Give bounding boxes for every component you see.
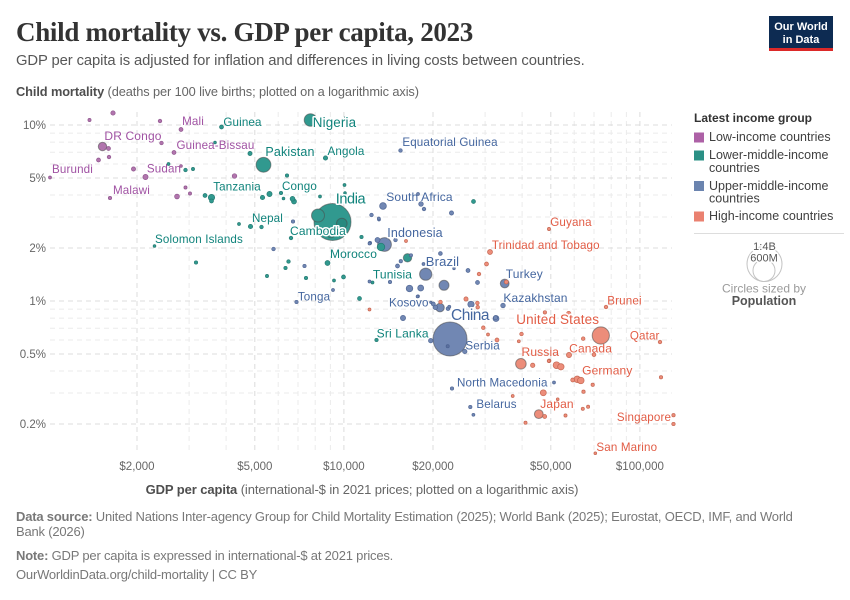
svg-text:Qatar: Qatar bbox=[630, 330, 660, 343]
svg-text:Indonesia: Indonesia bbox=[387, 226, 443, 240]
svg-text:Germany: Germany bbox=[582, 364, 632, 378]
svg-text:Tunisia: Tunisia bbox=[373, 268, 412, 282]
svg-text:Burundi: Burundi bbox=[52, 163, 93, 176]
svg-text:Sudan: Sudan bbox=[147, 163, 181, 176]
svg-text:countries: countries bbox=[709, 161, 760, 175]
svg-text:Mali: Mali bbox=[182, 115, 204, 128]
svg-text:Angola: Angola bbox=[327, 145, 364, 158]
svg-text:Upper-middle-income: Upper-middle-income bbox=[709, 179, 829, 193]
svg-text:India: India bbox=[336, 192, 367, 208]
svg-text:$2,000: $2,000 bbox=[119, 461, 154, 473]
svg-text:Nepal: Nepal bbox=[252, 212, 283, 225]
svg-text:Tonga: Tonga bbox=[298, 291, 331, 304]
svg-text:Cambodia: Cambodia bbox=[290, 224, 346, 238]
svg-text:San Marino: San Marino bbox=[596, 441, 657, 454]
svg-text:Nigeria: Nigeria bbox=[313, 115, 357, 130]
svg-text:10%: 10% bbox=[23, 120, 46, 132]
svg-text:600M: 600M bbox=[750, 253, 778, 265]
svg-text:countries: countries bbox=[709, 192, 760, 206]
svg-text:China: China bbox=[451, 307, 490, 324]
svg-text:Japan: Japan bbox=[540, 397, 573, 411]
svg-text:1:4B: 1:4B bbox=[753, 241, 776, 253]
svg-text:Malawi: Malawi bbox=[113, 184, 150, 197]
svg-text:DR Congo: DR Congo bbox=[104, 129, 161, 143]
svg-text:United States: United States bbox=[516, 312, 599, 327]
svg-text:0.2%: 0.2% bbox=[20, 419, 46, 431]
svg-text:Congo: Congo bbox=[282, 180, 317, 193]
svg-text:Guinea-Bissau: Guinea-Bissau bbox=[177, 139, 255, 152]
svg-text:North Macedonia: North Macedonia bbox=[457, 377, 548, 390]
svg-text:$5,000: $5,000 bbox=[237, 461, 272, 473]
svg-text:$50,000: $50,000 bbox=[530, 461, 572, 473]
svg-text:Equatorial Guinea: Equatorial Guinea bbox=[402, 136, 498, 149]
svg-text:$100,000: $100,000 bbox=[616, 461, 664, 473]
svg-text:0.5%: 0.5% bbox=[20, 349, 46, 361]
svg-text:Kazakhstan: Kazakhstan bbox=[503, 291, 567, 305]
svg-text:Circles sized by: Circles sized by bbox=[722, 282, 806, 296]
svg-text:High-income countries: High-income countries bbox=[709, 209, 833, 223]
svg-text:Low-income countries: Low-income countries bbox=[709, 130, 831, 144]
svg-text:Population: Population bbox=[732, 294, 797, 308]
svg-text:2%: 2% bbox=[29, 243, 46, 255]
svg-text:$10,000: $10,000 bbox=[323, 461, 365, 473]
svg-text:Trinidad and Tobago: Trinidad and Tobago bbox=[492, 239, 600, 252]
svg-text:Canada: Canada bbox=[569, 342, 612, 356]
svg-text:Russia: Russia bbox=[522, 345, 560, 359]
svg-text:Brazil: Brazil bbox=[426, 254, 459, 269]
svg-text:Pakistan: Pakistan bbox=[265, 145, 314, 159]
svg-text:Brunei: Brunei bbox=[607, 295, 641, 308]
svg-text:Sri Lanka: Sri Lanka bbox=[377, 327, 429, 341]
svg-text:South Africa: South Africa bbox=[386, 190, 453, 204]
svg-text:Turkey: Turkey bbox=[506, 267, 543, 281]
svg-text:Tanzania: Tanzania bbox=[213, 181, 261, 194]
svg-text:Guyana: Guyana bbox=[550, 216, 592, 229]
svg-text:Belarus: Belarus bbox=[476, 398, 516, 411]
svg-text:1%: 1% bbox=[29, 296, 46, 308]
svg-text:Guinea: Guinea bbox=[223, 116, 262, 129]
svg-text:$20,000: $20,000 bbox=[412, 461, 454, 473]
svg-text:Morocco: Morocco bbox=[330, 247, 377, 261]
svg-text:Kosovo: Kosovo bbox=[389, 297, 429, 310]
svg-text:Singapore: Singapore bbox=[617, 411, 671, 424]
svg-text:Lower-middle-income: Lower-middle-income bbox=[709, 148, 829, 162]
svg-text:5%: 5% bbox=[29, 173, 46, 185]
svg-text:Serbia: Serbia bbox=[465, 340, 500, 353]
svg-text:GDP per capita (international-: GDP per capita (international-$ in 2021 … bbox=[146, 482, 579, 497]
svg-text:Latest income group: Latest income group bbox=[694, 111, 812, 125]
svg-text:Solomon Islands: Solomon Islands bbox=[155, 233, 243, 246]
